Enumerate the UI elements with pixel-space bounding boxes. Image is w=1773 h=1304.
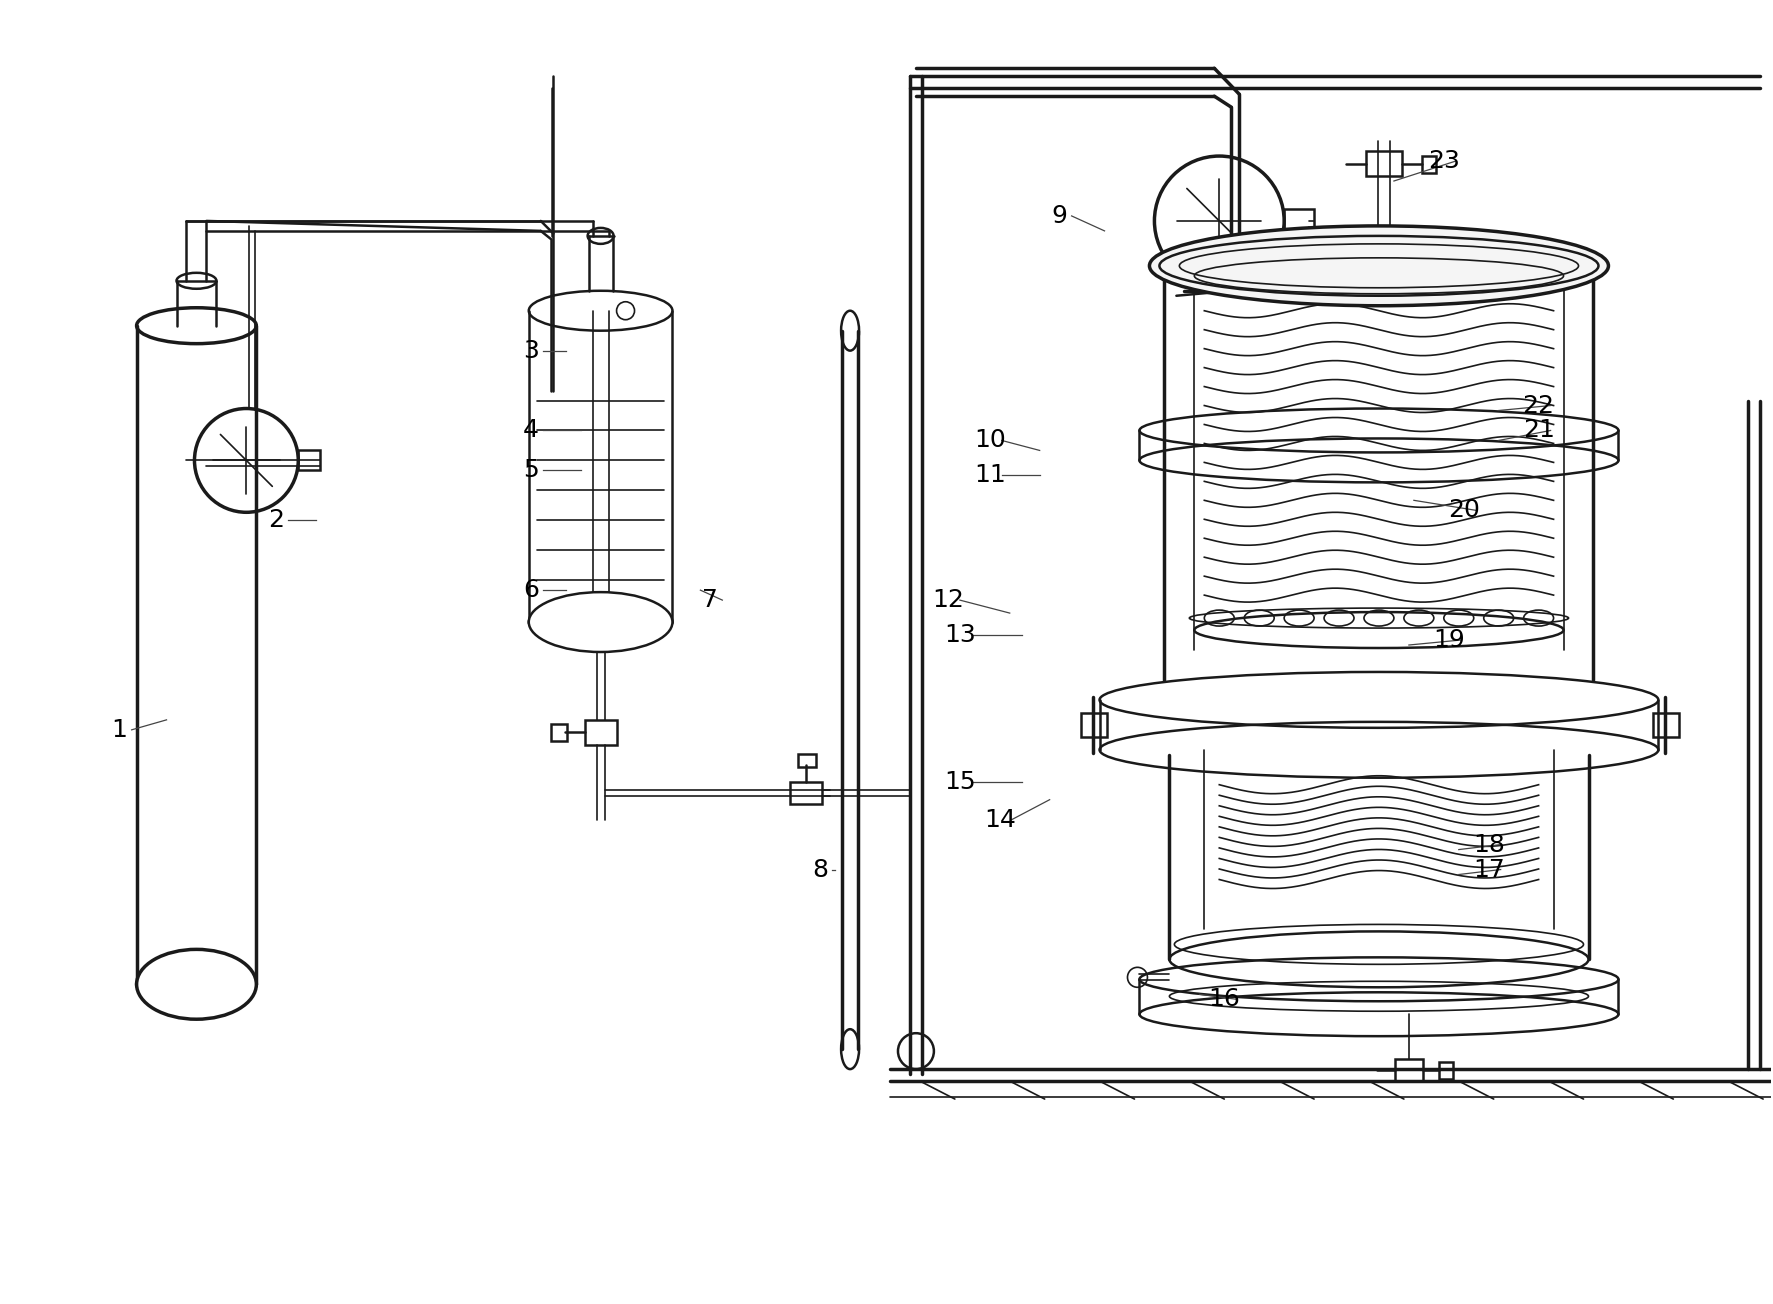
Text: 1: 1 [112, 717, 128, 742]
Bar [1284, 209, 1314, 233]
Text: 16: 16 [1209, 987, 1241, 1012]
Bar [1440, 1063, 1452, 1080]
Text: 21: 21 [1523, 419, 1555, 442]
Text: 2: 2 [268, 509, 284, 532]
Text: 12: 12 [933, 588, 965, 612]
Text: 7: 7 [702, 588, 718, 612]
Text: 18: 18 [1473, 832, 1505, 857]
Text: 17: 17 [1473, 858, 1505, 882]
Bar [551, 724, 567, 741]
Text: 20: 20 [1449, 498, 1480, 523]
Ellipse shape [528, 592, 672, 652]
Text: 19: 19 [1433, 629, 1464, 652]
Text: 11: 11 [973, 463, 1005, 488]
Text: 5: 5 [523, 459, 539, 482]
Bar [1395, 1059, 1424, 1081]
Text: 13: 13 [943, 623, 975, 647]
Bar [791, 781, 823, 803]
Text: 15: 15 [943, 769, 975, 794]
Text: 6: 6 [523, 578, 539, 602]
Bar [798, 754, 816, 767]
Bar [585, 720, 617, 745]
Text: 10: 10 [973, 429, 1005, 452]
Bar [1365, 151, 1402, 176]
Text: 4: 4 [523, 419, 539, 442]
Bar [1422, 156, 1436, 173]
Text: 8: 8 [812, 858, 828, 882]
Bar [1080, 713, 1106, 737]
Bar [1654, 713, 1679, 737]
Bar [298, 450, 321, 471]
Text: 9: 9 [1051, 203, 1067, 228]
Text: 23: 23 [1427, 149, 1459, 173]
Ellipse shape [137, 949, 257, 1020]
Text: 14: 14 [984, 807, 1016, 832]
Ellipse shape [1149, 226, 1608, 305]
Text: 3: 3 [523, 339, 539, 363]
Text: 22: 22 [1523, 394, 1555, 417]
